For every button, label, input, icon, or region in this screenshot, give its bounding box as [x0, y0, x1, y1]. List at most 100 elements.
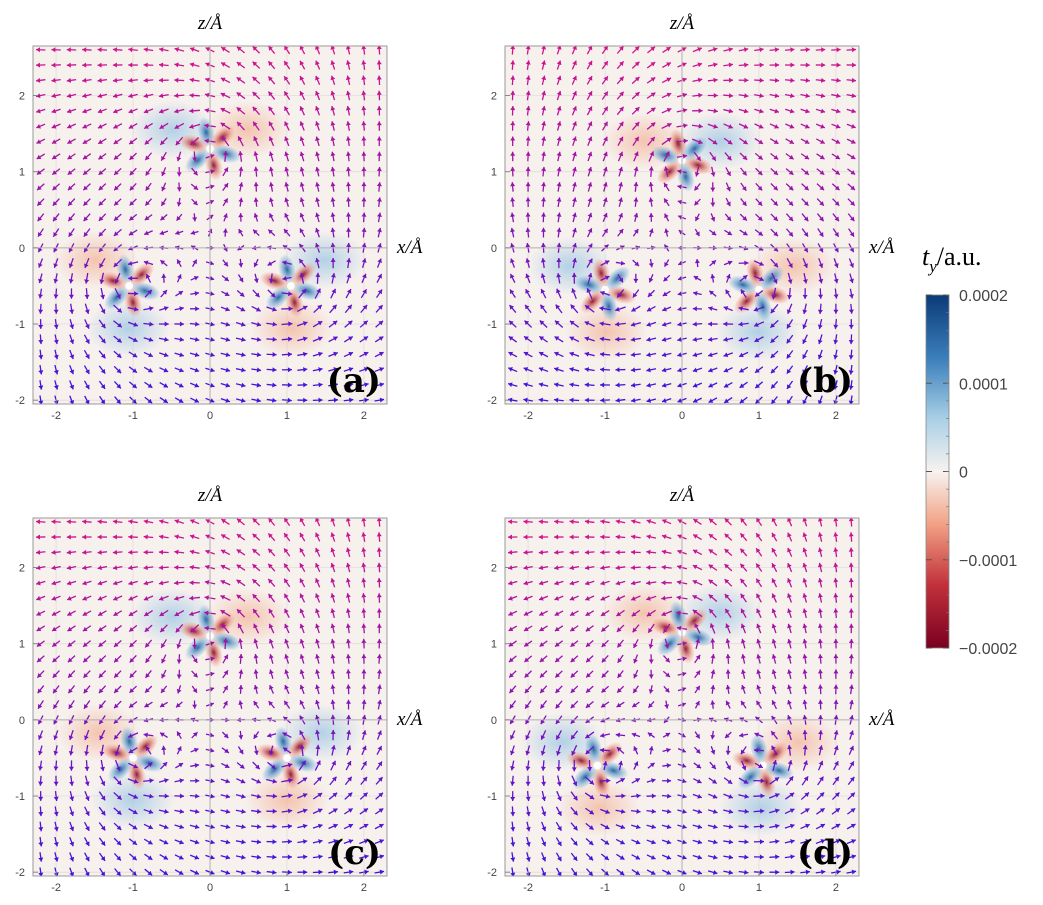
field-arrow [253, 684, 259, 694]
field-arrow [53, 380, 59, 390]
field-arrow [663, 166, 669, 177]
field-arrow [616, 46, 625, 54]
field-arrow [787, 272, 793, 284]
field-arrow [618, 212, 623, 222]
field-arrow [84, 744, 90, 756]
field-arrow [159, 230, 169, 236]
field-arrow [99, 272, 105, 284]
field-arrow [269, 684, 274, 694]
field-arrow [739, 381, 748, 389]
field-arrow [345, 182, 351, 192]
field-arrow [599, 793, 611, 799]
field-arrow [646, 92, 656, 99]
field-arrow [299, 669, 305, 679]
field-arrow [159, 367, 169, 373]
field-arrow [769, 138, 779, 145]
field-arrow [586, 288, 593, 300]
field-arrow [510, 867, 516, 876]
field-arrow [725, 669, 731, 679]
field-arrow [848, 562, 854, 573]
field-arrow [174, 808, 185, 814]
field-arrow [554, 335, 564, 343]
field-arrow [739, 274, 748, 282]
field-arrow [770, 335, 779, 344]
field-arrow [571, 121, 577, 131]
field-arrow [539, 640, 548, 648]
field-arrow [538, 335, 548, 343]
field-arrow [770, 167, 779, 176]
field-arrow [128, 137, 138, 145]
field-arrow [99, 258, 106, 269]
field-arrow [817, 699, 823, 710]
field-arrow [740, 518, 748, 526]
field-arrow [84, 319, 90, 329]
field-arrow [314, 288, 321, 299]
field-arrow [251, 382, 262, 388]
field-arrow [616, 106, 625, 116]
field-arrow [769, 319, 779, 329]
field-arrow [787, 623, 792, 634]
field-arrow [68, 288, 74, 299]
field-arrow [374, 367, 385, 373]
field-arrow [661, 595, 673, 601]
field-arrow [329, 776, 337, 786]
field-arrow [571, 90, 577, 101]
field-arrow [584, 382, 595, 388]
field-arrow [630, 595, 641, 601]
field-arrow [53, 806, 59, 817]
field-arrow [189, 778, 200, 784]
field-arrow [238, 700, 244, 709]
field-arrow [771, 547, 778, 557]
field-arrow [98, 640, 107, 648]
field-arrow [569, 610, 579, 617]
field-arrow [297, 869, 308, 875]
field-arrow [661, 534, 672, 540]
field-arrow [299, 46, 306, 55]
field-arrow [555, 685, 563, 694]
field-arrow [159, 352, 169, 358]
field-arrow [267, 532, 276, 542]
field-arrow [725, 653, 731, 664]
field-arrow [267, 548, 276, 557]
field-arrow [615, 534, 626, 540]
field-arrow [554, 565, 564, 571]
field-arrow [708, 397, 718, 404]
field-arrow [143, 77, 154, 83]
field-arrow [174, 564, 185, 570]
field-arrow [800, 839, 811, 844]
field-arrow [374, 807, 384, 815]
field-arrow [144, 624, 153, 633]
field-arrow [315, 654, 320, 664]
field-arrow [68, 258, 74, 269]
field-arrow [128, 77, 138, 83]
field-arrow [525, 75, 531, 86]
field-arrow [36, 168, 45, 176]
field-arrow [376, 60, 382, 70]
field-arrow [630, 397, 641, 403]
field-arrow [630, 321, 641, 327]
field-arrow [815, 93, 826, 99]
field-arrow [646, 382, 657, 388]
field-arrow [315, 197, 320, 207]
field-arrow [143, 366, 153, 373]
field-arrow [128, 853, 138, 861]
field-arrow [159, 396, 169, 404]
field-arrow [98, 198, 107, 207]
field-arrow [51, 47, 61, 53]
field-arrow [646, 580, 657, 586]
field-arrow [174, 93, 185, 99]
field-arrow [710, 166, 716, 177]
field-arrow [129, 685, 138, 694]
field-arrow [345, 638, 351, 649]
y-tick-label: -2 [487, 395, 497, 407]
field-arrow [833, 532, 839, 542]
field-arrow [113, 198, 122, 206]
field-arrow [584, 351, 595, 357]
field-arrow [376, 273, 383, 283]
field-arrow [361, 730, 367, 741]
field-arrow [82, 549, 92, 555]
field-arrow [846, 77, 857, 83]
field-arrow [833, 623, 839, 634]
field-arrow [113, 776, 122, 786]
field-arrow [616, 639, 624, 648]
